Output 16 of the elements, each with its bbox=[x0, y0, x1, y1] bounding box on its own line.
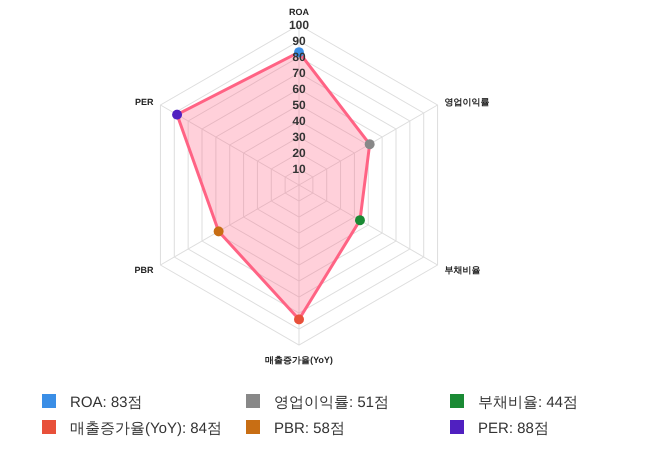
y-tick-label: 90 bbox=[292, 34, 306, 48]
y-tick-label: 40 bbox=[292, 114, 306, 128]
y-tick-label: 30 bbox=[292, 130, 306, 144]
y-tick-label: 20 bbox=[292, 146, 306, 160]
y-tick-label: 60 bbox=[292, 82, 306, 96]
y-tick-label: 50 bbox=[292, 98, 306, 112]
y-tick-label: 70 bbox=[292, 66, 306, 80]
y-tick-label: 100 bbox=[288, 18, 310, 32]
spoke-label: PBR bbox=[134, 265, 154, 275]
spoke-label: 부채비율 bbox=[444, 265, 480, 275]
spoke-label: 매출증가율(YoY) bbox=[265, 355, 333, 365]
y-tick-label: 10 bbox=[292, 162, 306, 176]
spoke-label: ROA bbox=[289, 7, 310, 17]
spoke-label: 영업이익률 bbox=[444, 97, 490, 107]
value-labels: ROA: 83점 영업이익률: 51점 부채비율: 44점 매출증가율(YoY): 84점 PBR: 58점 PER: 88점 bbox=[42, 394, 578, 437]
spoke-label: PER bbox=[134, 97, 154, 107]
